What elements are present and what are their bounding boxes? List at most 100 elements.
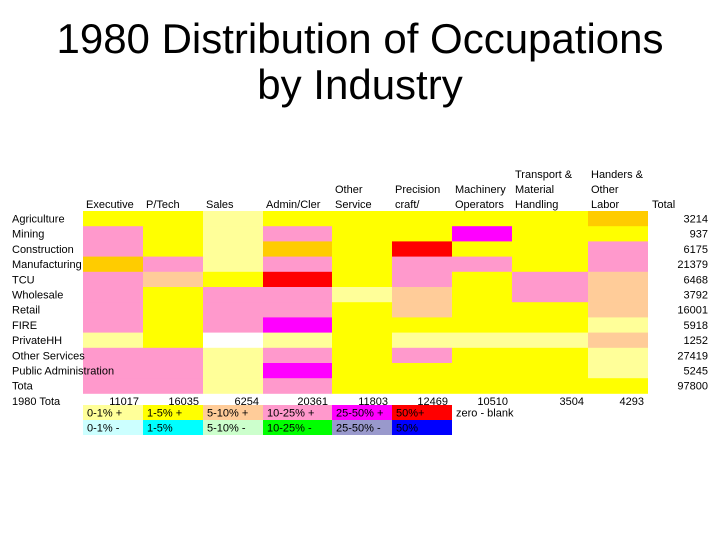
title-line-2: by Industry xyxy=(257,61,463,108)
heatmap-cell xyxy=(588,317,648,333)
legend-label-minus: 10-25% - xyxy=(267,423,312,435)
row-total: 6468 xyxy=(684,274,708,286)
legend-swatch-minus xyxy=(392,420,452,435)
column-total: 10510 xyxy=(477,396,508,408)
heatmap-cell xyxy=(392,317,452,333)
heatmap-cell xyxy=(263,287,332,303)
column-header: Precision xyxy=(395,184,440,196)
legend-label-minus: 0-1% - xyxy=(87,423,120,435)
row-label: Other Services xyxy=(12,350,85,362)
heatmap-cell xyxy=(452,332,512,349)
heatmap-cell xyxy=(83,317,143,333)
heatmap-cell xyxy=(512,271,588,288)
row-total: 3214 xyxy=(684,214,708,226)
row-total: 5245 xyxy=(684,366,708,378)
heatmap-cell xyxy=(392,256,452,273)
column-total: 11017 xyxy=(109,396,139,408)
heatmap-cell xyxy=(263,347,332,364)
heatmap-cell xyxy=(588,256,648,273)
legend-swatch-plus xyxy=(392,405,452,420)
row-label: Mining xyxy=(12,229,44,241)
heatmap-cell xyxy=(332,287,392,303)
heatmap-cell xyxy=(83,256,143,273)
heatmap-cell xyxy=(512,256,588,273)
heatmap-cell xyxy=(332,317,392,333)
row-total: 27419 xyxy=(677,350,708,362)
legend-label-minus: 25-50% - xyxy=(336,423,381,435)
heatmap-cell xyxy=(332,347,392,364)
legend-swatch-plus xyxy=(143,405,203,420)
heatmap-cell xyxy=(332,211,392,227)
row-label: Tota xyxy=(12,381,34,393)
heatmap-cell xyxy=(452,211,512,227)
heatmap-cell xyxy=(263,256,332,273)
heatmap-cell xyxy=(392,332,452,349)
heatmap-cell xyxy=(203,317,263,333)
heatmap-cell xyxy=(83,287,143,303)
heatmap-cell xyxy=(143,256,203,273)
legend-label-minus: 5-10% - xyxy=(207,423,246,435)
slide-title: 1980 Distribution of Occupations by Indu… xyxy=(0,16,720,108)
heatmap-cell xyxy=(588,241,648,257)
heatmap-cell xyxy=(83,378,143,394)
heatmap-cell xyxy=(83,211,143,227)
heatmap-cell xyxy=(452,256,512,273)
heatmap-cell xyxy=(263,211,332,227)
heatmap-cell xyxy=(392,363,452,379)
heatmap-cell xyxy=(332,241,392,257)
heatmap-cell xyxy=(143,302,203,318)
heatmap-cell xyxy=(452,287,512,303)
column-header: Labor xyxy=(591,199,619,211)
legend-label-plus: 0-1% + xyxy=(87,408,122,420)
row-label: Manufacturing xyxy=(12,259,82,271)
column-header: Other xyxy=(335,184,363,196)
heatmap-cell xyxy=(263,271,332,288)
heatmap-cell xyxy=(203,287,263,303)
legend-label-plus: 1-5% + xyxy=(147,408,182,420)
heatmap-cell xyxy=(203,347,263,364)
heatmap-cell xyxy=(588,332,648,349)
row-total: 3792 xyxy=(684,290,708,302)
legend-swatch-minus xyxy=(263,420,332,435)
column-total: 11803 xyxy=(358,396,388,408)
column-header: Transport & xyxy=(515,169,573,181)
heatmap-cell xyxy=(588,287,648,303)
column-header: Material xyxy=(515,184,554,196)
heatmap-cell xyxy=(143,211,203,227)
heatmap-cell xyxy=(588,211,648,227)
row-total: 21379 xyxy=(677,259,708,271)
heatmap-cell xyxy=(512,211,588,227)
legend-swatch-minus xyxy=(203,420,263,435)
heatmap-cell xyxy=(588,302,648,318)
legend-label-plus: 10-25% + xyxy=(267,408,314,420)
row-total: 5918 xyxy=(684,320,708,332)
heatmap-cell xyxy=(332,256,392,273)
heatmap-cell xyxy=(588,271,648,288)
heatmap-cell xyxy=(332,302,392,318)
column-header: Sales xyxy=(206,199,234,211)
column-header: Handling xyxy=(515,199,558,211)
heatmap-cell xyxy=(83,271,143,288)
legend-label-minus: 1-5% xyxy=(147,423,173,435)
row-total: 97800 xyxy=(677,381,708,393)
legend-swatch-minus xyxy=(332,420,392,435)
heatmap-cell xyxy=(392,211,452,227)
row-total: 6175 xyxy=(684,244,708,256)
heatmap-cell xyxy=(392,347,452,364)
heatmap-cell xyxy=(263,302,332,318)
legend-label-plus: 50%+ xyxy=(396,408,424,420)
heatmap-cell xyxy=(143,347,203,364)
footer-label: 1980 Tota xyxy=(12,396,61,408)
heatmap-cell xyxy=(203,271,263,288)
heatmap-cell xyxy=(392,378,452,394)
heatmap-cell xyxy=(512,241,588,257)
heatmap-cell xyxy=(143,332,203,349)
row-label: Retail xyxy=(12,305,40,317)
heatmap-cell xyxy=(203,332,263,349)
heatmap-cell xyxy=(143,271,203,288)
legend-swatch-plus xyxy=(263,405,332,420)
row-total: 1252 xyxy=(684,335,708,347)
column-total: 6254 xyxy=(235,396,259,408)
heatmap-cell xyxy=(332,332,392,349)
heatmap-cell xyxy=(83,347,143,364)
